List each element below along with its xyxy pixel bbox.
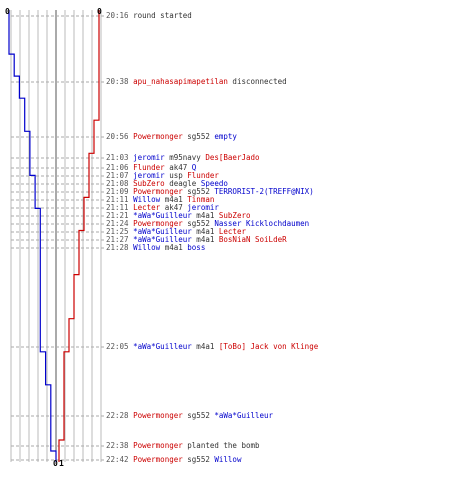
player-name-t: Lecter [218,227,246,236]
player-name-t: Powermonger [133,187,183,196]
event-row: 21:25 *aWa*Guilleur m4a1 Lecter [106,227,246,236]
player-name-t: Flunder [133,163,165,172]
event-text: m4a1 [191,227,219,236]
event-row: 21:07 jeromir usp Flunder [106,171,219,180]
event-time: 21:27 [106,235,129,244]
player-name-t: SubZero [218,211,251,220]
event-time: 22:42 [106,455,129,464]
player-name-t: Powermonger [133,455,183,464]
player-name-t: Tinman [187,195,215,204]
player-name-t: Lecter [133,203,161,212]
event-text: deagle [164,179,201,188]
event-row: 22:38 Powermonger planted the bomb [106,441,260,450]
event-time: 20:38 [106,77,129,86]
player-name-ct: *aWa*Guilleur [133,211,192,220]
event-time: 21:06 [106,163,129,172]
player-name-t: [ToBo] Jack von Klinge [218,342,319,351]
player-name-t: Powermonger [133,411,183,420]
player-name-ct: Nasser Kicklochdaumen [214,219,310,228]
event-row: 20:38 apu_nahasapimapetilan disconnected [106,77,287,86]
event-row: 22:42 Powermonger sg552 Willow [106,455,241,464]
event-time: 21:08 [106,179,129,188]
event-time: 22:05 [106,342,129,351]
player-name-t: Powermonger [133,132,183,141]
event-text: m4a1 [191,342,219,351]
player-name-ct: Willow [133,243,161,252]
event-row: 21:08 SubZero deagle Speedo [106,179,228,188]
event-row: 21:28 Willow m4a1 boss [106,243,205,252]
event-row: 22:05 *aWa*Guilleur m4a1 [ToBo] Jack von… [106,342,318,351]
event-time: 21:11 [106,195,129,204]
event-row: 21:06 Flunder ak47 Q [106,163,196,172]
event-time: 20:56 [106,132,129,141]
player-name-ct: TERRORIST-2(TREFF@NIX) [214,187,314,196]
player-name-ct: *aWa*Guilleur [133,227,192,236]
player-name-ct: Speedo [200,179,228,188]
event-row: 21:11 Willow m4a1 Tinman [106,195,214,204]
event-text: ak47 [160,203,188,212]
player-name-t: Powermonger [133,441,183,450]
event-row: 21:24 Powermonger sg552 Nasser Kicklochd… [106,219,309,228]
event-time: 21:21 [106,211,129,220]
player-name-ct: jeromir [187,203,219,212]
event-time: 22:28 [106,411,129,420]
event-time: 21:07 [106,171,129,180]
player-name-ct: *aWa*Guilleur [133,235,192,244]
event-text: disconnected [227,77,287,86]
event-text: usp [164,171,188,180]
player-name-ct: Willow [214,455,242,464]
player-name-t: Powermonger [133,219,183,228]
event-text: sg552 [182,219,215,228]
event-time: 21:28 [106,243,129,252]
ct-alive-line [8,10,57,462]
ct-end-score: 0 [53,459,58,468]
player-name-ct: *aWa*Guilleur [133,342,192,351]
event-row: 21:11 Lecter ak47 jeromir [106,203,219,212]
event-time: 22:38 [106,441,129,450]
event-text: m95navy [164,153,206,162]
player-name-t: BosNiaN SoiLdeR [218,235,287,244]
event-row: 21:21 *aWa*Guilleur m4a1 SubZero [106,211,251,220]
event-time: 21:25 [106,227,129,236]
event-row: 21:27 *aWa*Guilleur m4a1 BosNiaN SoiLdeR [106,235,287,244]
player-name-ct: jeromir [133,153,165,162]
event-time: 20:16 [106,11,129,20]
player-name-t: SubZero [133,179,165,188]
event-row: 22:28 Powermonger sg552 *aWa*Guilleur [106,411,273,420]
player-name-t: Flunder [187,171,219,180]
t-alive-line [58,10,100,462]
event-text: m4a1 [191,235,219,244]
event-row: 21:03 jeromir m95navy Des[BaerJado [106,153,260,162]
event-time: 21:03 [106,153,129,162]
event-text: round started [133,11,192,20]
event-text: m4a1 [191,211,219,220]
event-text: sg552 [182,411,215,420]
event-text: planted the bomb [182,441,260,450]
event-row: 21:09 Powermonger sg552 TERRORIST-2(TREF… [106,187,314,196]
player-name-ct: *aWa*Guilleur [214,411,274,420]
event-time: 21:24 [106,219,129,228]
event-text: sg552 [182,187,215,196]
event-text: ak47 [164,163,192,172]
event-text: m4a1 [160,195,188,204]
player-name-ct: Q [191,163,197,172]
event-text: sg552 [182,455,215,464]
player-name-ct: Willow [133,195,161,204]
t-start-score: 0 [97,7,102,16]
event-time: 21:09 [106,187,129,196]
event-time: 21:11 [106,203,129,212]
player-name-ct: empty [214,132,237,141]
t-end-score: 1 [59,459,64,468]
event-text: sg552 [182,132,215,141]
player-name-t: apu_nahasapimapetilan [133,77,228,86]
player-name-ct: jeromir [133,171,165,180]
event-row: 20:16 round started [106,11,192,20]
event-row: 20:56 Powermonger sg552 empty [106,132,237,141]
player-name-t: Des[BaerJado [205,153,260,162]
ct-start-score: 0 [5,7,10,16]
event-text: m4a1 [160,243,188,252]
player-name-ct: boss [187,243,206,252]
